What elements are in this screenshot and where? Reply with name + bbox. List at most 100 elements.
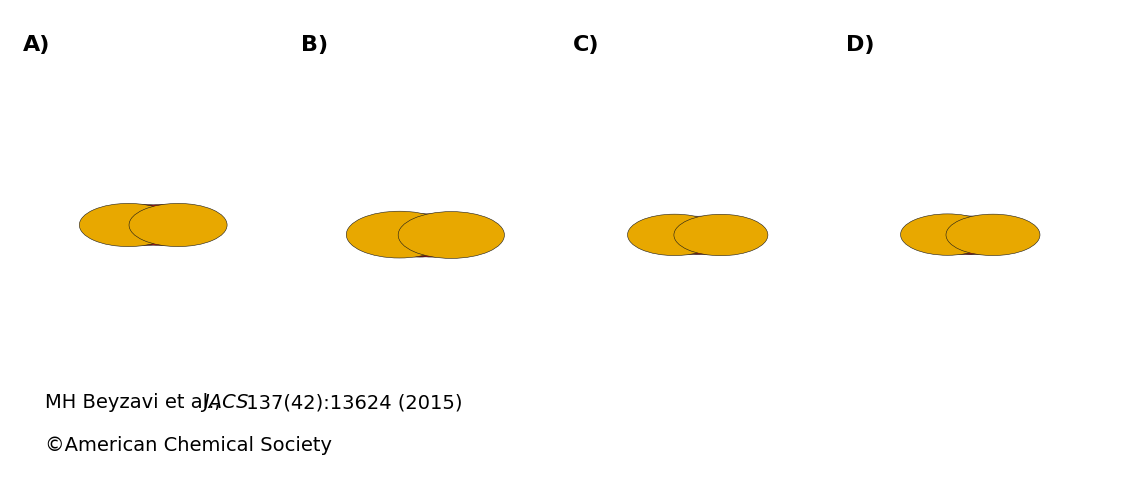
Circle shape <box>683 220 733 242</box>
Circle shape <box>942 220 995 244</box>
Circle shape <box>949 216 1001 238</box>
Circle shape <box>948 230 1002 254</box>
Circle shape <box>942 219 1008 248</box>
Circle shape <box>128 213 184 237</box>
Circle shape <box>129 204 227 246</box>
Circle shape <box>654 219 708 243</box>
Circle shape <box>410 218 466 242</box>
Circle shape <box>402 214 461 239</box>
Circle shape <box>406 216 461 240</box>
Circle shape <box>124 212 193 242</box>
Circle shape <box>398 224 459 251</box>
Circle shape <box>688 226 742 250</box>
Circle shape <box>386 217 443 242</box>
Circle shape <box>387 218 462 251</box>
Circle shape <box>673 226 726 249</box>
Circle shape <box>138 218 191 241</box>
Circle shape <box>936 220 1002 249</box>
Circle shape <box>945 218 995 240</box>
Circle shape <box>393 224 453 251</box>
Circle shape <box>951 219 991 237</box>
Circle shape <box>678 220 718 238</box>
Circle shape <box>939 221 1004 250</box>
Circle shape <box>671 222 737 250</box>
Circle shape <box>387 223 447 250</box>
Circle shape <box>664 224 717 248</box>
Circle shape <box>942 222 1008 250</box>
Text: D): D) <box>846 35 874 55</box>
Circle shape <box>143 208 200 234</box>
Circle shape <box>939 230 993 254</box>
Circle shape <box>674 220 715 238</box>
Circle shape <box>680 218 729 240</box>
Circle shape <box>376 216 437 244</box>
Circle shape <box>107 208 163 234</box>
Circle shape <box>397 229 454 254</box>
Circle shape <box>117 212 173 236</box>
Circle shape <box>386 220 446 247</box>
Circle shape <box>673 230 723 252</box>
Circle shape <box>114 210 183 240</box>
Circle shape <box>926 226 982 250</box>
Circle shape <box>940 218 989 240</box>
Circle shape <box>123 213 178 237</box>
Circle shape <box>679 224 732 248</box>
Circle shape <box>673 220 726 244</box>
Circle shape <box>681 220 722 238</box>
Circle shape <box>414 217 476 244</box>
Circle shape <box>947 220 1000 244</box>
Circle shape <box>116 209 168 232</box>
Circle shape <box>659 224 709 246</box>
Circle shape <box>957 220 1007 242</box>
Circle shape <box>926 218 982 242</box>
Circle shape <box>124 208 193 238</box>
Circle shape <box>948 220 987 238</box>
Circle shape <box>131 220 188 246</box>
Circle shape <box>673 218 723 240</box>
Circle shape <box>376 226 437 252</box>
Circle shape <box>935 228 985 250</box>
Circle shape <box>654 226 708 250</box>
Circle shape <box>687 224 737 246</box>
Circle shape <box>666 221 732 250</box>
Circle shape <box>947 226 1000 249</box>
Circle shape <box>959 219 1015 243</box>
Circle shape <box>79 204 177 246</box>
Circle shape <box>663 220 713 242</box>
Circle shape <box>414 226 476 253</box>
Circle shape <box>127 219 179 242</box>
Circle shape <box>116 218 168 241</box>
Circle shape <box>900 214 994 256</box>
Circle shape <box>382 222 439 248</box>
Circle shape <box>659 222 725 251</box>
Circle shape <box>628 214 722 256</box>
Circle shape <box>661 219 726 248</box>
Circle shape <box>385 228 442 252</box>
Circle shape <box>389 219 464 252</box>
Circle shape <box>953 220 994 237</box>
Circle shape <box>935 219 986 241</box>
Circle shape <box>126 216 180 240</box>
Circle shape <box>683 228 733 250</box>
Text: MH Beyzavi et al.,: MH Beyzavi et al., <box>45 394 227 412</box>
Circle shape <box>118 204 176 230</box>
Circle shape <box>941 226 994 250</box>
Text: ©American Chemical Society: ©American Chemical Society <box>45 436 333 455</box>
Circle shape <box>131 204 188 230</box>
Circle shape <box>676 216 729 239</box>
Circle shape <box>409 228 465 253</box>
Circle shape <box>936 224 990 248</box>
Circle shape <box>932 224 982 246</box>
Circle shape <box>397 216 454 241</box>
Circle shape <box>667 218 716 240</box>
Circle shape <box>118 220 176 246</box>
Circle shape <box>940 216 992 238</box>
Circle shape <box>664 220 730 249</box>
Circle shape <box>670 226 723 249</box>
Circle shape <box>409 219 455 240</box>
Circle shape <box>935 222 989 246</box>
Text: C): C) <box>573 35 599 55</box>
Circle shape <box>117 214 173 238</box>
Circle shape <box>143 216 200 242</box>
Circle shape <box>390 214 449 239</box>
